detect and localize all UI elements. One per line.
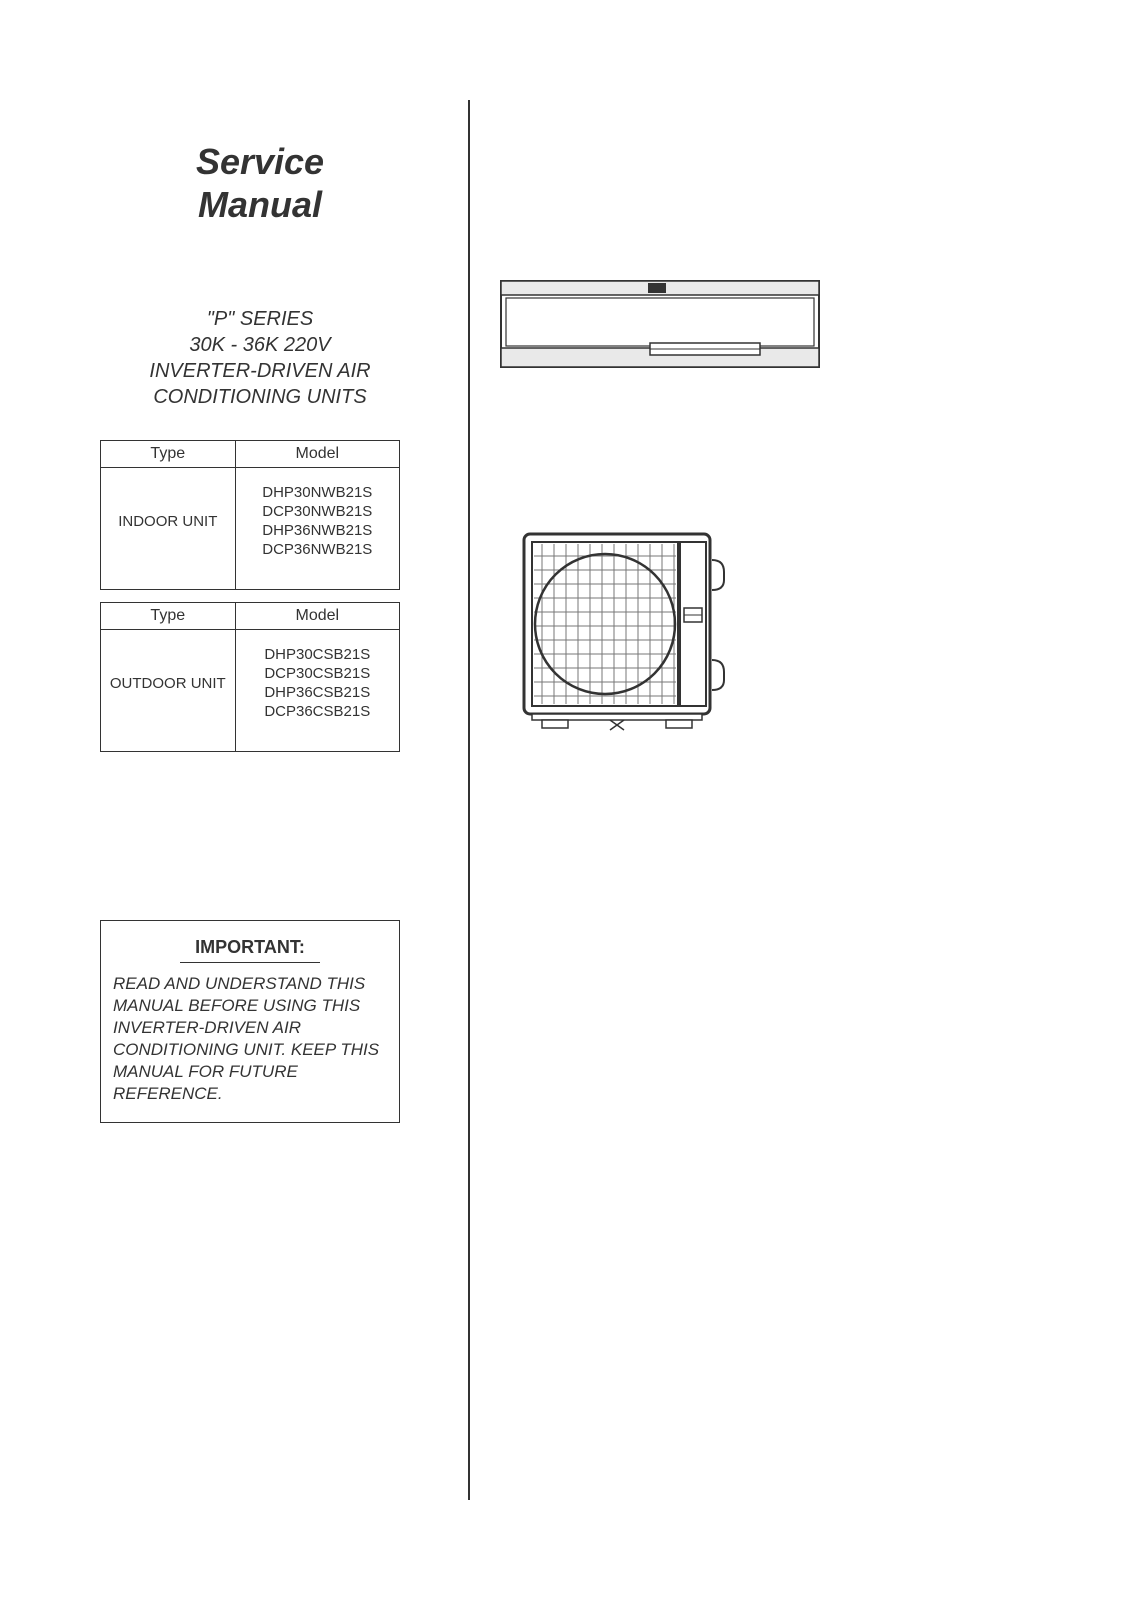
outdoor-models-cell: DHP30CSB21S DCP30CSB21S DHP36CSB21S DCP3… (235, 630, 399, 752)
subtitle-line-2: 30K - 36K 220V (189, 334, 330, 356)
col-header-model: Model (235, 441, 399, 468)
indoor-models-cell: DHP30NWB21S DCP30NWB21S DHP36NWB21S DCP3… (235, 468, 399, 590)
page: Service Manual "P" SERIES 30K - 36K 220V… (0, 0, 1132, 1600)
col-header-model: Model (235, 603, 399, 630)
subtitle-line-1: "P" SERIES (207, 308, 313, 330)
document-title: Service Manual (100, 140, 420, 226)
title-line-2: Manual (198, 184, 322, 225)
important-heading: IMPORTANT: (180, 937, 320, 963)
outdoor-unit-table: Type Model OUTDOOR UNIT DHP30CSB21S DCP3… (100, 602, 400, 752)
model-entry: DHP30CSB21S (242, 646, 393, 665)
table-row: OUTDOOR UNIT DHP30CSB21S DCP30CSB21S DHP… (101, 630, 400, 752)
important-notice-box: IMPORTANT: READ AND UNDERSTAND THIS MANU… (100, 920, 400, 1123)
outdoor-unit-illustration (520, 530, 750, 740)
important-body-text: READ AND UNDERSTAND THIS MANUAL BEFORE U… (113, 973, 387, 1106)
outdoor-type-cell: OUTDOOR UNIT (101, 630, 236, 752)
model-entry: DHP36CSB21S (242, 684, 393, 703)
subtitle-line-3: INVERTER-DRIVEN AIR (149, 360, 370, 382)
title-line-1: Service (196, 141, 324, 182)
indoor-unit-table: Type Model INDOOR UNIT DHP30NWB21S DCP30… (100, 440, 400, 590)
model-entry: DHP30NWB21S (242, 484, 393, 503)
model-entry: DCP36CSB21S (242, 703, 393, 722)
model-entry: DCP30CSB21S (242, 665, 393, 684)
subtitle-line-4: CONDITIONING UNITS (153, 386, 366, 408)
col-header-type: Type (101, 603, 236, 630)
table-header-row: Type Model (101, 603, 400, 630)
left-column: Service Manual "P" SERIES 30K - 36K 220V… (100, 140, 420, 764)
model-entry: DCP36NWB21S (242, 541, 393, 560)
vertical-divider (468, 100, 470, 1500)
document-subtitle: "P" SERIES 30K - 36K 220V INVERTER-DRIVE… (100, 306, 420, 410)
col-header-type: Type (101, 441, 236, 468)
model-entry: DHP36NWB21S (242, 522, 393, 541)
model-entry: DCP30NWB21S (242, 503, 393, 522)
table-row: INDOOR UNIT DHP30NWB21S DCP30NWB21S DHP3… (101, 468, 400, 590)
indoor-type-cell: INDOOR UNIT (101, 468, 236, 590)
indoor-unit-illustration (500, 280, 820, 373)
table-header-row: Type Model (101, 441, 400, 468)
